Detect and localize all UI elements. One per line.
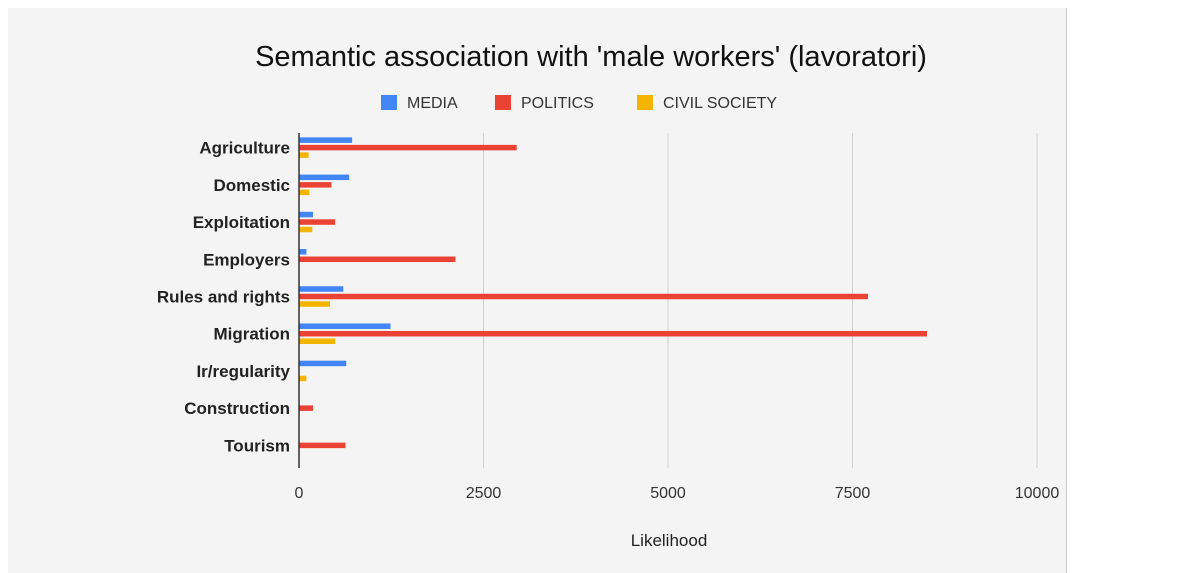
bars bbox=[299, 137, 928, 449]
bar bbox=[299, 405, 314, 411]
bar bbox=[299, 219, 336, 225]
category-label: Ir/regularity bbox=[196, 362, 290, 381]
legend-swatch bbox=[495, 95, 511, 110]
x-tick-labels: 0 2500 5000 7500 10000 bbox=[295, 485, 1060, 502]
category-label: Employers bbox=[203, 250, 290, 269]
legend-label: MEDIA bbox=[407, 95, 458, 112]
bar bbox=[299, 442, 346, 449]
legend-label: POLITICS bbox=[521, 95, 594, 112]
chart-title: Semantic association with 'male workers'… bbox=[255, 41, 927, 73]
category-labels: Agriculture Domestic Exploitation Employers… bbox=[157, 139, 291, 456]
legend-label: CIVIL SOCIETY bbox=[663, 95, 777, 112]
bar bbox=[299, 226, 313, 233]
bar bbox=[299, 375, 307, 382]
bar bbox=[299, 189, 310, 196]
panel-divider bbox=[1066, 8, 1067, 573]
bar bbox=[299, 137, 353, 143]
x-tick-label: 0 bbox=[295, 485, 304, 502]
bar bbox=[299, 182, 332, 188]
bar bbox=[299, 301, 330, 307]
category-label: Domestic bbox=[213, 176, 290, 195]
legend-swatch bbox=[637, 95, 653, 110]
category-label: Rules and rights bbox=[157, 288, 290, 307]
x-axis-title: Likelihood bbox=[631, 531, 708, 550]
bar bbox=[299, 256, 456, 263]
gridlines bbox=[483, 133, 1038, 468]
legend-swatch bbox=[381, 95, 397, 110]
x-tick-label: 10000 bbox=[1015, 485, 1060, 502]
bar bbox=[299, 144, 517, 151]
category-label: Exploitation bbox=[193, 213, 290, 232]
bar bbox=[299, 286, 344, 292]
category-label: Agriculture bbox=[199, 139, 290, 158]
chart-background bbox=[8, 8, 1066, 573]
bar bbox=[299, 360, 347, 367]
bar bbox=[299, 330, 928, 337]
bar bbox=[299, 174, 350, 181]
x-tick-label: 2500 bbox=[466, 485, 502, 502]
x-tick-label: 5000 bbox=[650, 485, 686, 502]
x-tick-label: 7500 bbox=[835, 485, 871, 502]
bar bbox=[299, 338, 336, 344]
bar bbox=[299, 211, 314, 218]
bar bbox=[299, 249, 307, 255]
bar bbox=[299, 293, 868, 300]
category-label: Construction bbox=[184, 399, 290, 418]
category-label: Tourism bbox=[224, 436, 290, 455]
bar bbox=[299, 323, 391, 329]
legend: MEDIA POLITICS CIVIL SOCIETY bbox=[381, 95, 777, 112]
category-label: Migration bbox=[214, 325, 291, 344]
bar bbox=[299, 152, 309, 158]
